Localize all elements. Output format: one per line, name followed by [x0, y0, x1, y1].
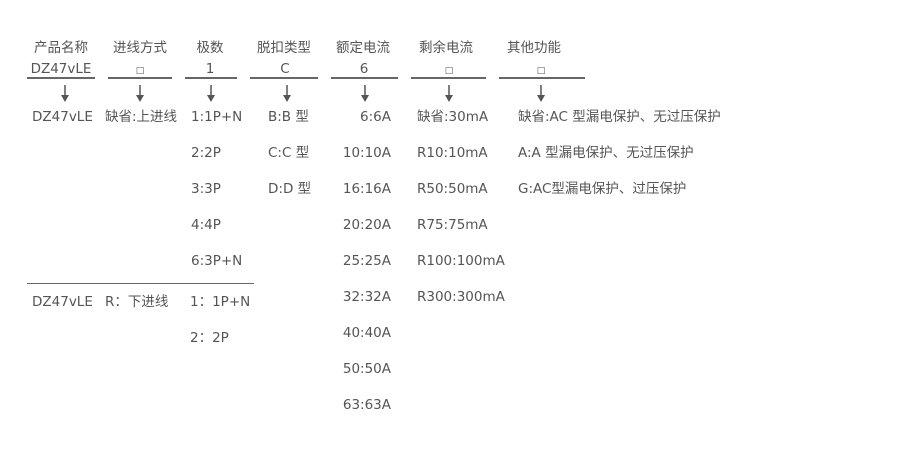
underline: [185, 77, 237, 79]
underline: [250, 77, 318, 79]
header-inlet-mode: 进线方式: [113, 40, 167, 56]
option-poles: 1:1P+N: [191, 109, 243, 125]
option-product-name: DZ47vLE: [32, 109, 93, 125]
option-rated-current: 50:50A: [342, 361, 391, 377]
header-rated-current: 额定电流: [336, 40, 390, 56]
option-other-function: 缺省:AC 型漏电保护、无过压保护: [518, 109, 721, 125]
header-other-functions: 其他功能: [507, 40, 561, 56]
option-rated-current: 16:16A: [342, 181, 391, 197]
option-poles: 2:2P: [191, 145, 221, 161]
option-residual-current: R50:50mA: [417, 181, 488, 197]
variant-poles: 2：2P: [190, 330, 229, 346]
code-product-name: DZ47vLE: [30, 61, 92, 77]
option-trip-type: B:B 型: [268, 109, 309, 125]
option-residual-current: R75:75mA: [417, 217, 488, 233]
arrow-down-icon: [136, 85, 144, 102]
arrow-down-icon: [61, 85, 69, 102]
code-inlet-mode: □: [135, 66, 145, 76]
code-poles: 1: [205, 61, 215, 77]
option-rated-current: 40:40A: [342, 325, 391, 341]
option-poles: 4:4P: [191, 217, 221, 233]
underline: [331, 77, 398, 79]
option-rated-current: 25:25A: [342, 253, 391, 269]
code-residual-current: □: [444, 66, 454, 76]
underline: [411, 77, 486, 79]
option-other-function: G:AC型漏电保护、过压保护: [518, 181, 687, 197]
code-trip-type: C: [280, 61, 290, 77]
option-residual-current: R300:300mA: [417, 289, 505, 305]
option-residual-current: R10:10mA: [417, 145, 488, 161]
arrow-down-icon: [207, 85, 215, 102]
option-poles: 3:3P: [191, 181, 221, 197]
header-residual-current: 剩余电流: [419, 40, 473, 56]
underline: [27, 77, 95, 79]
option-poles: 6:3P+N: [191, 253, 243, 269]
arrow-down-icon: [445, 85, 453, 102]
option-inlet-mode: 缺省:上进线: [105, 109, 178, 125]
option-rated-current: 20:20A: [342, 217, 391, 233]
arrow-down-icon: [537, 85, 545, 102]
option-residual-current: R100:100mA: [417, 253, 505, 269]
variant-poles: 1：1P+N: [190, 294, 251, 310]
underline: [499, 77, 585, 79]
header-product-name: 产品名称: [34, 40, 88, 56]
option-trip-type: C:C 型: [268, 145, 310, 161]
variant-inlet-mode: R：下进线: [105, 294, 169, 310]
header-trip-type: 脱扣类型: [257, 40, 311, 56]
option-rated-current: 6:6A: [360, 109, 391, 125]
divider: [27, 283, 254, 284]
option-residual-current: 缺省:30mA: [417, 109, 489, 125]
underline: [108, 77, 172, 79]
code-rated-current: 6: [359, 61, 369, 77]
option-rated-current: 32:32A: [342, 289, 391, 305]
header-poles: 极数: [196, 40, 224, 56]
option-trip-type: D:D 型: [268, 181, 312, 197]
option-other-function: A:A 型漏电保护、无过压保护: [518, 145, 694, 161]
arrow-down-icon: [361, 85, 369, 102]
option-rated-current: 63:63A: [342, 397, 391, 413]
variant-product-name: DZ47vLE: [32, 294, 93, 310]
option-rated-current: 10:10A: [342, 145, 391, 161]
arrow-down-icon: [283, 85, 291, 102]
code-other-functions: □: [536, 66, 546, 76]
